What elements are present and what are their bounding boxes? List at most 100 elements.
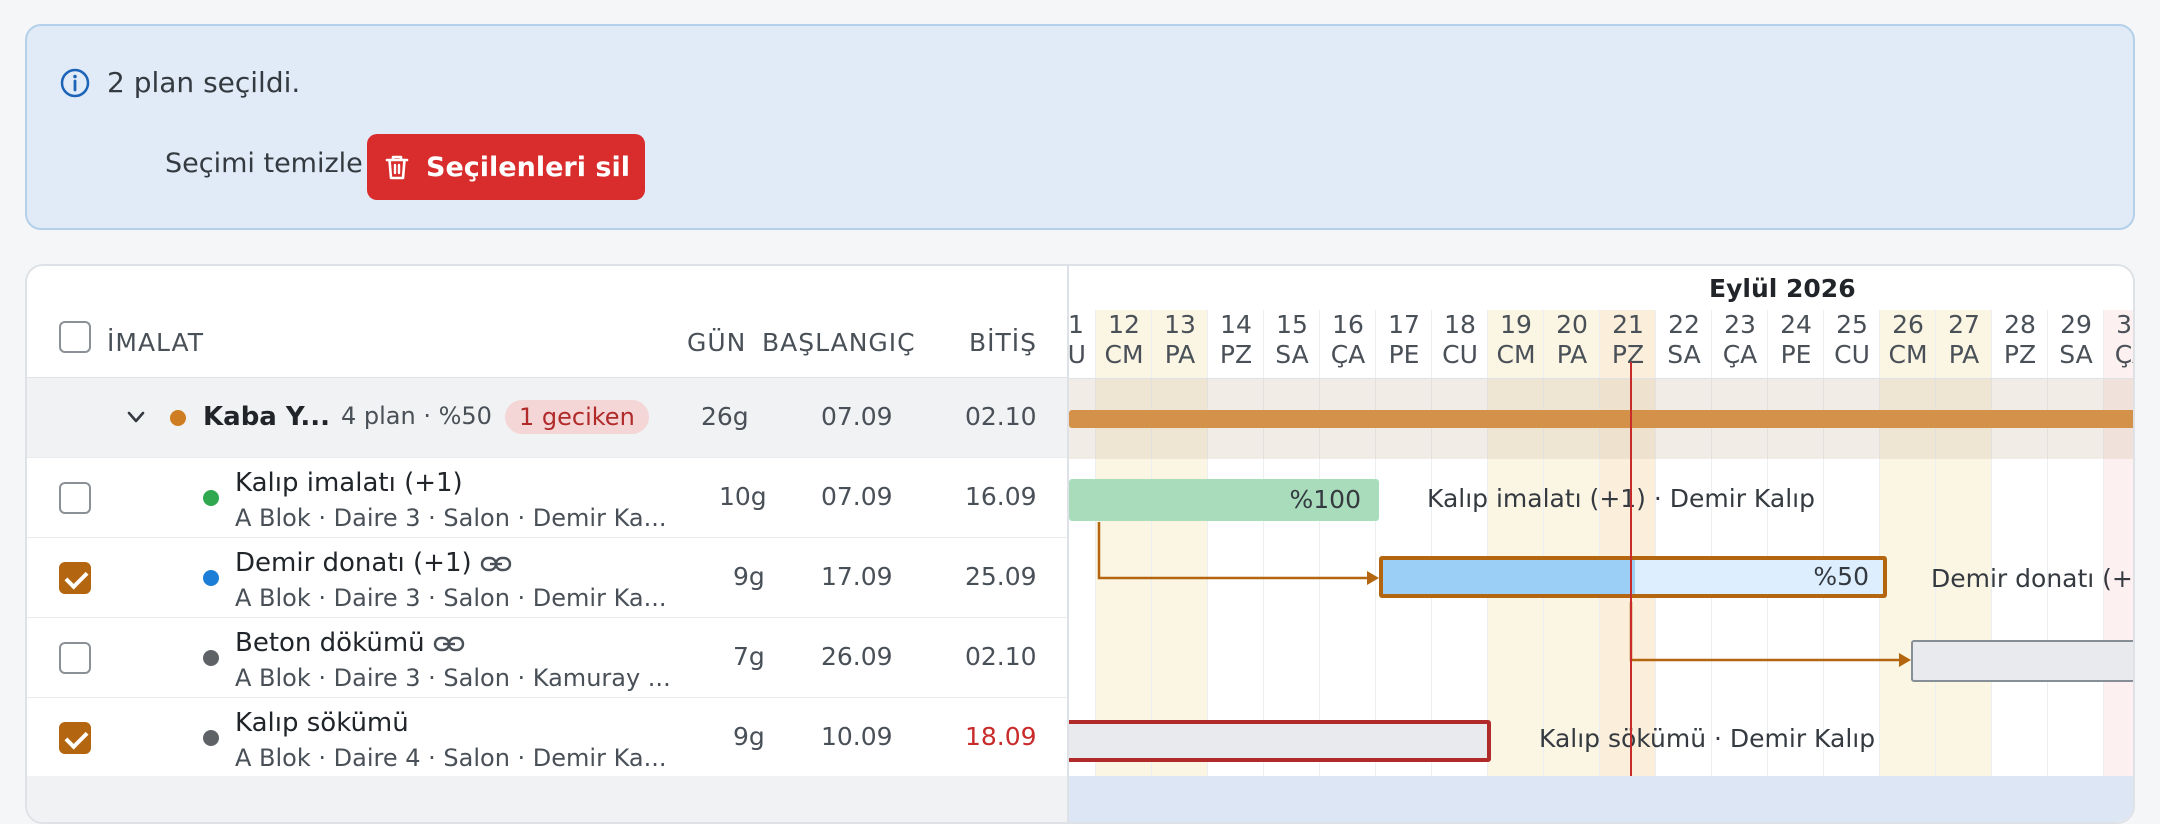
day-label: 30ÇA <box>2104 310 2133 370</box>
selection-count-text: 2 plan seçildi. <box>107 66 301 99</box>
row-title: Demir donatı (+1) <box>235 548 512 578</box>
day-number: 26 <box>1892 310 1924 339</box>
day-of-week: CU <box>1834 340 1870 369</box>
day-number: 21 <box>1612 310 1644 339</box>
day-label: 24 PE <box>1768 310 1824 370</box>
day-number: 28 <box>2004 310 2036 339</box>
row-title: Kalıp sökümü <box>235 708 409 738</box>
group-end: 02.10 <box>965 402 1037 431</box>
late-badge: 1 geciken <box>505 400 649 434</box>
day-number: 13 <box>1164 310 1196 339</box>
day-of-week: SA <box>2059 340 2093 369</box>
day-label: 29 SA <box>2048 310 2104 370</box>
day-label: 15 SA <box>1264 310 1320 370</box>
plan-card: İMALAT GÜN BAŞLANGIÇ BİTİŞ Kaba Y... 4 p… <box>25 264 2135 824</box>
row-subtitle: A Blok · Daire 3 · Salon · Demir Ka... <box>235 584 667 612</box>
table-row[interactable]: Beton dökümü A Blok · Daire 3 · Salon · … <box>27 618 1067 698</box>
gantt-bar-beton-dokumu[interactable] <box>1911 640 2133 682</box>
row-start: 10.09 <box>821 722 893 751</box>
gantt-bar-kalip-sokumu[interactable] <box>1069 720 1491 762</box>
day-of-week: PZ <box>1219 340 1253 369</box>
header-start: BAŞLANGIÇ <box>762 328 916 357</box>
day-number: 18 <box>1444 310 1476 339</box>
row-checkbox[interactable] <box>59 642 91 674</box>
row-checkbox[interactable] <box>59 722 91 754</box>
day-label: 23 ÇA <box>1712 310 1768 370</box>
row-end: 25.09 <box>965 562 1037 591</box>
day-of-week: CU <box>1442 340 1478 369</box>
today-marker <box>1630 362 1632 822</box>
day-of-week: PA <box>1164 340 1196 369</box>
bar-percent: %100 <box>1289 485 1361 514</box>
row-start: 17.09 <box>821 562 893 591</box>
delete-selected-label: Seçilenleri sil <box>426 151 630 183</box>
chevron-down-icon[interactable] <box>125 406 147 428</box>
info-icon <box>60 68 90 98</box>
selection-banner: 2 plan seçildi. Seçimi temizle Seçilenle… <box>25 24 2135 230</box>
group-color-dot <box>170 410 186 426</box>
gantt-chart: Eylül 2026 11CU12CM13PA14PZ15SA16ÇA17PE1… <box>1067 266 2133 822</box>
day-of-week: SA <box>1667 340 1701 369</box>
day-label: 16 ÇA <box>1320 310 1376 370</box>
table-row[interactable]: Demir donatı (+1) A Blok · Daire 3 · Sal… <box>27 538 1067 618</box>
day-number: 30 <box>2116 310 2133 339</box>
row-checkbox[interactable] <box>59 482 91 514</box>
day-of-week: PA <box>1556 340 1588 369</box>
select-all-checkbox[interactable] <box>59 321 91 353</box>
row-start: 26.09 <box>821 642 893 671</box>
row-subtitle: A Blok · Daire 3 · Salon · Kamuray ... <box>235 664 671 692</box>
day-label: 20 PA <box>1544 310 1600 370</box>
group-summary-bar[interactable] <box>1069 410 2133 428</box>
status-dot <box>203 570 219 586</box>
group-start: 07.09 <box>821 402 893 431</box>
day-column-28: 28 PZ <box>1991 310 2047 822</box>
header-name: İMALAT <box>107 328 204 357</box>
table-row[interactable]: Kalıp imalatı (+1) A Blok · Daire 3 · Sa… <box>27 458 1067 538</box>
group-days: 26g <box>701 402 749 431</box>
day-label: 17 PE <box>1376 310 1432 370</box>
day-label: 27 PA <box>1936 310 1992 370</box>
day-column-26: 26 CM <box>1879 310 1935 822</box>
row-subtitle: A Blok · Daire 4 · Salon · Demir Ka... <box>235 744 667 772</box>
day-number: 24 <box>1780 310 1812 339</box>
row-title-text: Demir donatı (+1) <box>235 548 472 578</box>
plan-table: İMALAT GÜN BAŞLANGIÇ BİTİŞ Kaba Y... 4 p… <box>27 266 1067 822</box>
day-label: 13 PA <box>1152 310 1208 370</box>
row-title-text: Beton dökümü <box>235 628 425 658</box>
day-column-11: 11CU <box>1069 310 1095 822</box>
day-of-week: CM <box>1104 340 1144 369</box>
day-label: 21 PZ <box>1600 310 1656 370</box>
row-start: 07.09 <box>821 482 893 511</box>
row-end: 02.10 <box>965 642 1037 671</box>
group-name: Kaba Y... <box>203 402 331 432</box>
day-column-29: 29 SA <box>2047 310 2103 822</box>
gantt-header-divider <box>1069 378 2133 379</box>
day-label: 22 SA <box>1656 310 1712 370</box>
day-of-week: ÇA <box>2114 340 2133 369</box>
row-end: 18.09 <box>965 722 1037 751</box>
day-of-week: ÇA <box>1330 340 1366 369</box>
header-days: GÜN <box>687 328 747 357</box>
day-number: 16 <box>1332 310 1364 339</box>
group-meta: 4 plan · %50 <box>341 402 492 430</box>
table-row[interactable]: Kalıp sökümü A Blok · Daire 4 · Salon · … <box>27 698 1067 778</box>
delete-selected-button[interactable]: Seçilenleri sil <box>367 134 645 200</box>
trash-icon <box>385 155 409 180</box>
row-title: Beton dökümü <box>235 628 465 658</box>
status-dot <box>203 730 219 746</box>
bar-percent: %50 <box>1813 562 1869 591</box>
day-number: 12 <box>1108 310 1140 339</box>
bar-label: Demir donatı (+1) <box>1931 564 2133 593</box>
group-row[interactable]: Kaba Y... 4 plan · %50 1 geciken 26g 07.… <box>27 378 1067 458</box>
gantt-bar-demir-donati[interactable]: %50 <box>1379 556 1887 598</box>
day-of-week: SA <box>1275 340 1309 369</box>
row-checkbox[interactable] <box>59 562 91 594</box>
day-label: 14 PZ <box>1208 310 1264 370</box>
day-of-week: PE <box>1780 340 1812 369</box>
row-end: 16.09 <box>965 482 1037 511</box>
day-of-week: PZ <box>1611 340 1645 369</box>
clear-selection-button[interactable]: Seçimi temizle <box>137 134 391 194</box>
day-number: 14 <box>1220 310 1252 339</box>
row-days: 9g <box>733 562 765 591</box>
gantt-bar-kalip-imalati[interactable]: %100 <box>1069 479 1379 521</box>
